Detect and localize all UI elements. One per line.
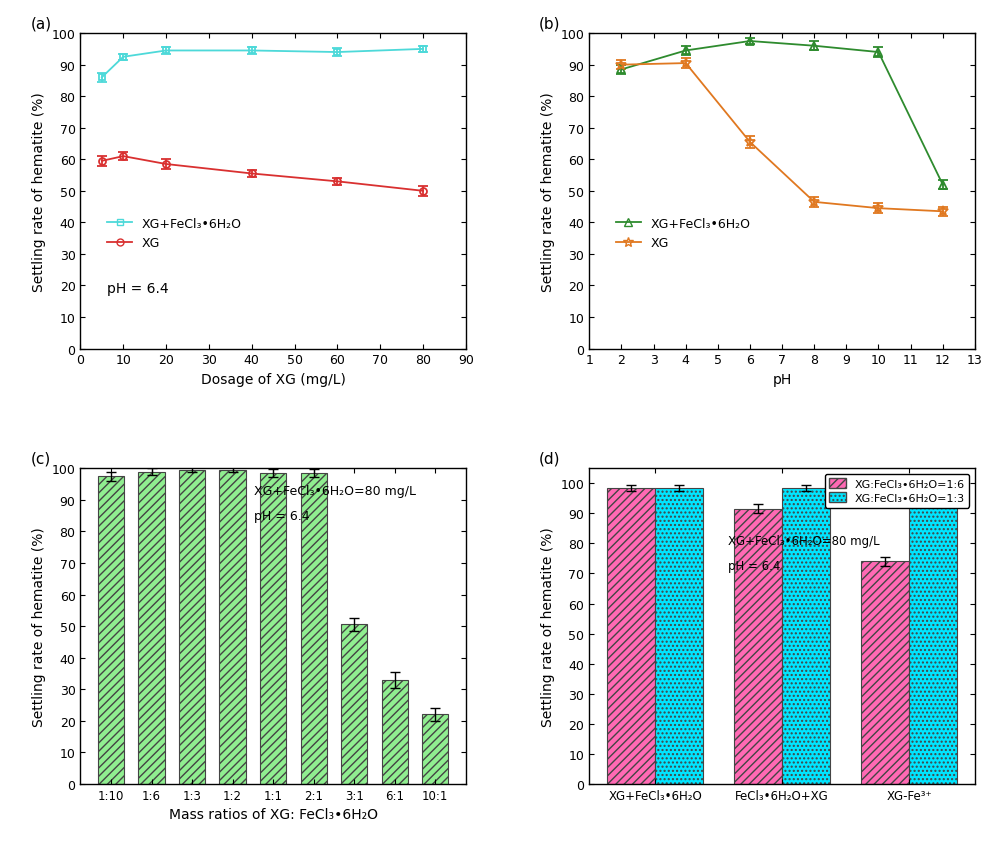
Legend: XG:FeCl₃•6H₂O=1:6, XG:FeCl₃•6H₂O=1:3: XG:FeCl₃•6H₂O=1:6, XG:FeCl₃•6H₂O=1:3 (825, 475, 969, 508)
Y-axis label: Settling rate of hematite (%): Settling rate of hematite (%) (32, 527, 46, 726)
Bar (260, 474, 286, 784)
Text: pH = 6.4: pH = 6.4 (254, 509, 310, 522)
Bar (734, 509, 782, 784)
Text: (c): (c) (30, 452, 50, 466)
X-axis label: pH: pH (773, 372, 792, 387)
X-axis label: Mass ratios of XG: FeCl₃•6H₂O: Mass ratios of XG: FeCl₃•6H₂O (169, 807, 378, 821)
Text: pH = 6.4: pH = 6.4 (108, 281, 169, 296)
Bar (300, 474, 327, 784)
Bar (97, 476, 125, 784)
Bar (382, 680, 408, 784)
Legend: XG+FeCl₃•6H₂O, XG: XG+FeCl₃•6H₂O, XG (611, 212, 756, 255)
Text: XG+FeCl₃•6H₂O=80 mg/L: XG+FeCl₃•6H₂O=80 mg/L (728, 534, 879, 548)
Bar (655, 488, 703, 784)
Bar (607, 488, 655, 784)
Bar (422, 715, 448, 784)
Bar (782, 488, 830, 784)
Bar (179, 470, 205, 784)
Y-axis label: Settling rate of hematite (%): Settling rate of hematite (%) (541, 92, 555, 291)
Text: XG+FeCl₃•6H₂O=80 mg/L: XG+FeCl₃•6H₂O=80 mg/L (254, 484, 416, 497)
Y-axis label: Settling rate of hematite (%): Settling rate of hematite (%) (32, 92, 46, 291)
X-axis label: Dosage of XG (mg/L): Dosage of XG (mg/L) (201, 372, 346, 387)
Bar (341, 625, 368, 784)
Bar (219, 470, 246, 784)
Text: (a): (a) (30, 16, 51, 32)
Text: (d): (d) (540, 452, 561, 466)
Bar (910, 502, 958, 784)
Legend: XG+FeCl₃•6H₂O, XG: XG+FeCl₃•6H₂O, XG (103, 212, 247, 255)
Bar (861, 561, 910, 784)
Text: pH = 6.4: pH = 6.4 (728, 560, 781, 573)
Y-axis label: Settling rate of hematite (%): Settling rate of hematite (%) (541, 527, 555, 726)
Text: (b): (b) (540, 16, 561, 32)
Bar (139, 472, 165, 784)
